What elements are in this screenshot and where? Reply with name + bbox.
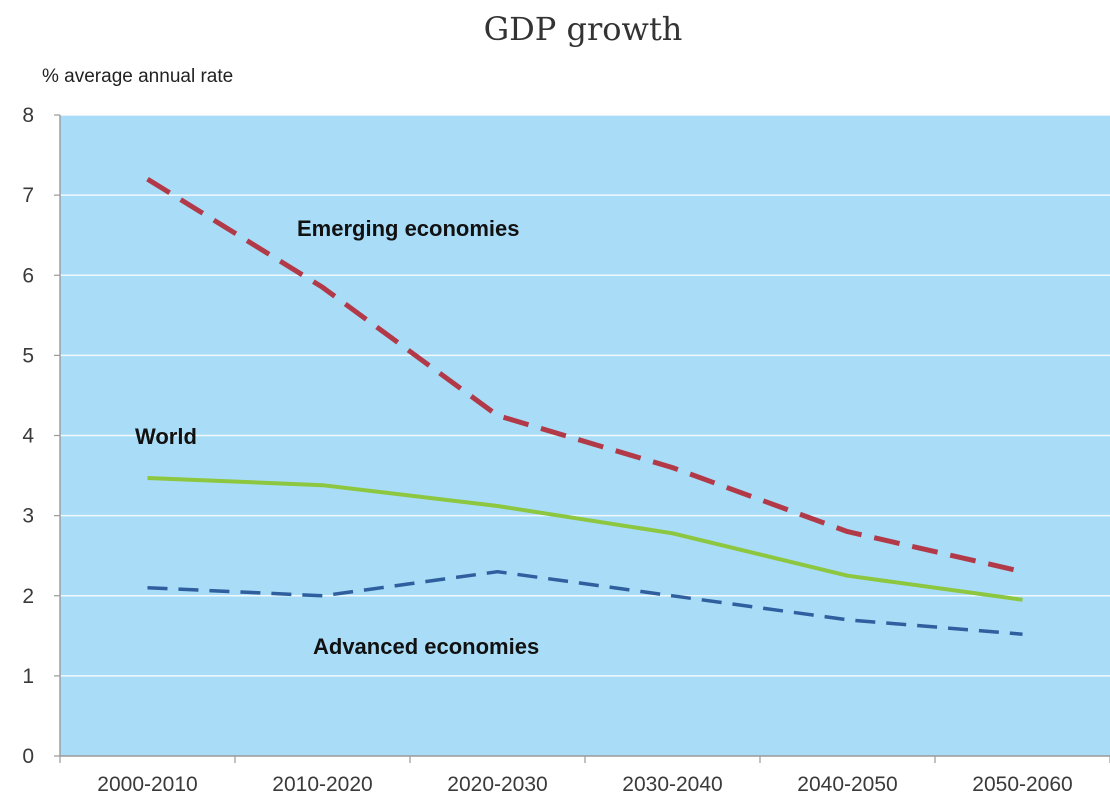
gridlines [60, 114, 1110, 677]
y-tick-label: 4 [22, 425, 34, 448]
series-line-emerging-economies [146, 176, 1024, 575]
y-tick-label: 0 [22, 745, 34, 768]
y-tick-label: 2 [22, 585, 34, 608]
y-tick-label: 3 [22, 505, 34, 528]
y-tick-label: 8 [22, 104, 34, 127]
x-tick-label: 2030-2040 [622, 773, 722, 796]
x-tick-label: 2010-2020 [272, 773, 372, 796]
y-tick-label: 5 [22, 344, 34, 367]
x-tick-label: 2000-2010 [97, 773, 197, 796]
x-tick-label: 2040-2050 [797, 773, 897, 796]
series-lines [146, 176, 1024, 636]
series-label-world: World [135, 424, 197, 449]
y-axis-ticks: 0 1 2 3 4 5 6 7 8 [22, 104, 60, 768]
series-label-advanced: Advanced economies [313, 634, 539, 659]
series-line-world [147, 476, 1023, 602]
chart-title: GDP growth [484, 10, 683, 48]
y-tick-label: 1 [22, 665, 34, 688]
y-tick-label: 6 [22, 264, 34, 287]
y-tick-label: 7 [22, 184, 34, 207]
x-tick-label: 2050-2060 [972, 773, 1072, 796]
y-axis-unit-label: % average annual rate [42, 66, 233, 87]
series-line-advanced-economies [147, 569, 1023, 636]
x-tick-label: 2020-2030 [447, 773, 547, 796]
x-axis-ticks: 2000-2010 2010-2020 2020-2030 2030-2040 2040… [59, 756, 1110, 796]
series-label-emerging: Emerging economies [297, 216, 520, 241]
